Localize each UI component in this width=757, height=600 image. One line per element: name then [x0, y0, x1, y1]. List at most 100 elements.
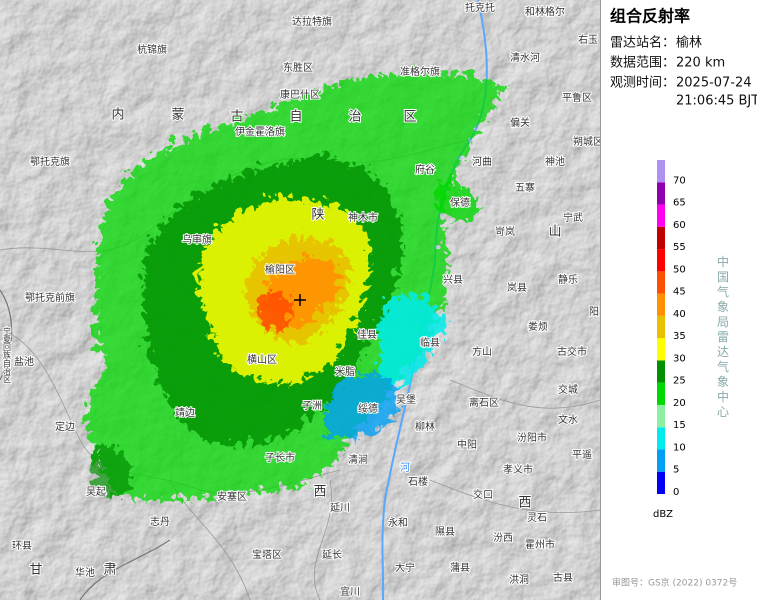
place: 清涧: [348, 453, 368, 466]
legend-swatch: [657, 404, 665, 428]
legend-tick-label: 25: [673, 376, 686, 387]
legend-swatch: [657, 382, 665, 405]
legend-swatch: [657, 427, 665, 450]
place: 岢岚: [495, 226, 515, 238]
legend-tick-label: 55: [673, 242, 686, 253]
place: 朔城区: [573, 135, 600, 148]
legend-tick-label: 0: [673, 487, 679, 498]
place: 榆阳区: [265, 263, 295, 276]
legend-swatch: [657, 471, 665, 494]
place: 定边: [55, 420, 75, 433]
place: 杭锦旗: [137, 43, 167, 56]
place: 托克托: [465, 1, 495, 14]
station-label: 雷达站名：: [610, 35, 675, 51]
place: 神木市: [348, 211, 378, 224]
place: 隰县: [435, 526, 455, 538]
river-label: 河: [400, 462, 410, 474]
legend-swatch: [657, 249, 665, 272]
region-label: 山: [548, 225, 561, 240]
range: 220 km: [676, 56, 725, 71]
place: 兴县: [443, 274, 463, 286]
place: 吴堡: [396, 393, 416, 406]
time-label: 观测时间：: [610, 76, 675, 91]
place: 娄烦: [528, 320, 548, 333]
place: 交城: [558, 383, 578, 396]
place: 靖边: [175, 406, 195, 419]
place: 神池: [545, 155, 565, 168]
legend-tick-label: 50: [673, 264, 686, 275]
place: 河曲: [472, 156, 492, 168]
place: 石楼: [408, 475, 428, 488]
place: 汾西: [493, 532, 513, 544]
legend-swatch: [657, 271, 665, 294]
place: 康巴什区: [280, 88, 320, 101]
place: 东胜区: [283, 61, 313, 74]
place: 霍州市: [525, 538, 555, 551]
place: 岚县: [507, 282, 527, 294]
place: 延川: [330, 502, 350, 514]
place: 安塞区: [217, 490, 247, 503]
place: 平遥: [572, 448, 592, 461]
place: 鄂托克前旗: [25, 291, 75, 304]
place: 右玉: [578, 33, 598, 46]
date: 2025-07-24: [676, 76, 752, 91]
place: 宁夏回族自治区: [3, 326, 12, 383]
legend-tick-label: 35: [673, 331, 686, 342]
place: 中阳: [457, 438, 477, 451]
place: 宜川: [340, 585, 360, 598]
place: 五寨: [515, 181, 535, 194]
place: 佳县: [357, 328, 377, 341]
place: 永和: [388, 516, 408, 529]
place: 平鲁区: [562, 91, 592, 104]
place: 伊金霍洛旗: [235, 125, 285, 138]
region-label: 自: [289, 110, 302, 125]
place: 保德: [450, 196, 470, 209]
place: 清水河: [510, 51, 540, 64]
legend-tick-label: 10: [673, 442, 686, 453]
place: 洪洞: [509, 574, 529, 586]
region-label: 肃: [103, 563, 116, 578]
region-label: 治: [348, 110, 361, 125]
range-label: 数据范围：: [610, 56, 675, 71]
radar-site: [294, 294, 306, 306]
region-label: 蒙: [171, 108, 184, 123]
place: 阳: [589, 306, 599, 318]
legend-swatch: [657, 204, 665, 227]
region-label: 甘: [29, 563, 42, 578]
legend-swatch: [657, 338, 665, 361]
place: 灵石: [527, 512, 547, 524]
legend-swatch: [657, 160, 665, 183]
place: 临县: [420, 336, 440, 349]
place: 交口: [473, 488, 493, 501]
radar-echo: [81, 66, 501, 495]
region-label: 古: [230, 110, 243, 125]
place: 华池: [75, 566, 95, 579]
station: 榆林: [676, 36, 702, 51]
legend-tick-label: 70: [673, 175, 686, 186]
place: 柳林: [415, 420, 435, 433]
agency: 中国气象局雷达气象中心: [716, 254, 730, 420]
place: 志丹: [150, 515, 170, 528]
info-panel: 组合反射率 雷达站名： 榆林 数据范围： 220 km 观测时间： 2025-0…: [600, 0, 757, 600]
place: 府谷: [415, 163, 435, 176]
place: 偏关: [510, 116, 530, 129]
legend-tick-label: 65: [673, 198, 686, 209]
legend-tick-label: 30: [673, 353, 686, 364]
place: 吴起: [86, 486, 106, 498]
place: 古交市: [557, 345, 587, 358]
place-labels: 托克托 和林格尔 达拉特旗 杭锦旗 东胜区 准格尔旗 清水河 右玉 康巴什区 平…: [2, 0, 601, 599]
legend-tick-label: 15: [673, 420, 686, 431]
place: 乌审旗: [182, 233, 212, 246]
place: 宁武: [563, 211, 583, 224]
region-label: 区: [403, 110, 416, 125]
place: 方山: [472, 345, 492, 358]
legend-swatch: [657, 182, 665, 205]
legend: 0 5 10 15 20 25 30 35 40 45 50 55 60 65 70: [657, 160, 686, 498]
place: 横山区: [247, 353, 277, 366]
legend-swatch: [657, 315, 665, 339]
legend-tick-label: 5: [673, 465, 679, 476]
place: 离石区: [469, 396, 499, 409]
legend-tick-label: 40: [673, 309, 686, 320]
map: 托克托 和林格尔 达拉特旗 杭锦旗 东胜区 准格尔旗 清水河 右玉 康巴什区 平…: [0, 0, 600, 600]
review-number: 审图号：GS京 (2022) 0372号: [612, 577, 737, 589]
